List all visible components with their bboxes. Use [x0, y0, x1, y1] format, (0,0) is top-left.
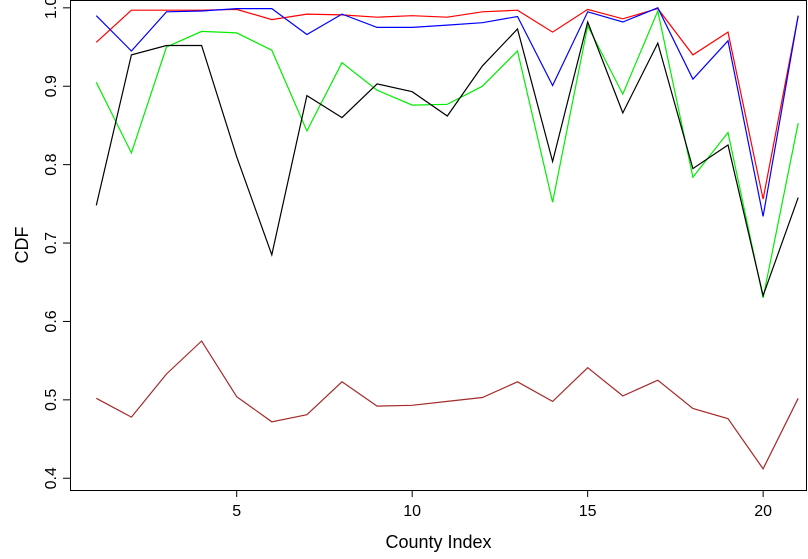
y-tick-label: 0.7	[43, 232, 60, 254]
x-tick-label: 10	[403, 503, 421, 520]
series-line-5	[96, 340, 799, 470]
y-tick-label: 0.5	[43, 389, 60, 411]
x-axis-title: County Index	[385, 532, 491, 552]
y-tick-label: 0.6	[43, 310, 60, 332]
y-tick-label: 0.4	[43, 467, 60, 489]
y-tick-label: 1.0	[43, 0, 60, 19]
x-axis: 5 10 15 20	[232, 490, 772, 520]
x-tick-label: 15	[579, 503, 597, 520]
y-axis: 0.4 0.5 0.6 0.7 0.8 0.9 1.0	[43, 0, 70, 489]
series-layer	[95, 7, 799, 470]
y-tick-label: 0.8	[43, 153, 60, 175]
plot-frame	[70, 0, 807, 491]
x-tick-label: 5	[232, 503, 241, 520]
y-axis-title: CDF	[12, 227, 32, 264]
series-line-4	[95, 20, 799, 298]
series-line-2	[95, 7, 799, 217]
x-tick-label: 20	[754, 503, 772, 520]
y-tick-label: 0.9	[43, 75, 60, 97]
series-line-3	[95, 9, 799, 299]
